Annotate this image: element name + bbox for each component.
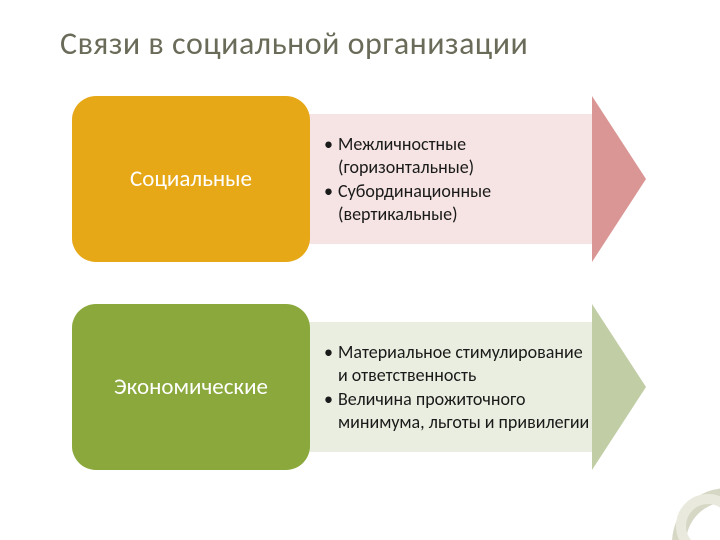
bullet-dot: • (324, 341, 338, 386)
bullet-item: •Величина прожиточного минимума, льготы … (324, 388, 594, 433)
deco-ring-inner (676, 494, 720, 540)
row-bullets: •Межличностные (горизонтальные)•Субордин… (324, 114, 594, 244)
bullet-text: Материальное стимулирование и ответствен… (338, 341, 594, 386)
arrow-head (592, 304, 646, 470)
arrow-head (592, 96, 646, 262)
bullet-dot: • (324, 133, 338, 178)
bullet-item: •Межличностные (горизонтальные) (324, 133, 594, 178)
row-label: Экономические (72, 304, 310, 470)
row-bullets: •Материальное стимулирование и ответстве… (324, 322, 594, 452)
slide-title: Связи в социальной организации (60, 24, 690, 63)
diagram-row-1: Экономические •Материальное стимулировани… (72, 304, 632, 470)
bullet-text: Субординационные (вертикальные) (338, 180, 594, 225)
corner-decoration (662, 462, 720, 540)
bullet-text: Величина прожиточного минимума, льготы и… (338, 388, 594, 433)
bullet-text: Межличностные (горизонтальные) (338, 133, 594, 178)
bullet-dot: • (324, 180, 338, 225)
bullet-item: •Материальное стимулирование и ответстве… (324, 341, 594, 386)
bullet-dot: • (324, 388, 338, 433)
diagram-row-0: Социальные•Межличностные (горизонтальные… (72, 96, 632, 262)
row-label: Социальные (72, 96, 310, 262)
bullet-item: •Субординационные (вертикальные) (324, 180, 594, 225)
